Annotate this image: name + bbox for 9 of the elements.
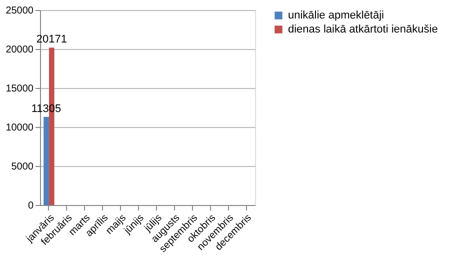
legend-label: unikālie apmeklētāji [288,10,384,22]
y-tick-label: 0 [28,200,34,212]
y-tick-label: 25000 [6,6,34,16]
legend-label: dienas laikā atkārtoti ienākušie [288,24,438,36]
y-tick-label: 15000 [6,84,34,94]
data-label: 20171 [36,34,67,46]
y-tick-label: 10000 [6,122,34,134]
y-tick-label: 5000 [11,162,34,172]
y-tick-label: 20000 [6,44,34,56]
